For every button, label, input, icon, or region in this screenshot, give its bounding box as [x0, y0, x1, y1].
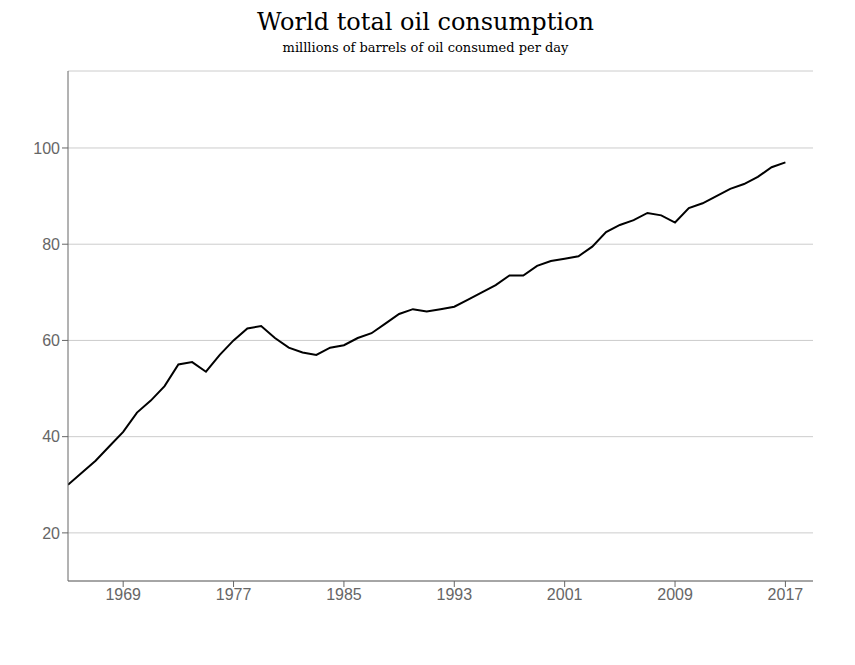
svg-text:2001: 2001: [547, 586, 583, 603]
svg-text:60: 60: [42, 332, 60, 349]
svg-text:1993: 1993: [436, 586, 472, 603]
svg-text:100: 100: [33, 140, 60, 157]
html-text:World total oil consumption: World total oil consumption: [257, 8, 594, 36]
svg-text:2009: 2009: [657, 586, 693, 603]
svg-text:20: 20: [42, 525, 60, 542]
svg-text:1969: 1969: [105, 586, 141, 603]
svg-text:80: 80: [42, 236, 60, 253]
svg-text:2017: 2017: [768, 586, 804, 603]
svg-text:1977: 1977: [216, 586, 252, 603]
svg-text:40: 40: [42, 428, 60, 445]
svg-text:1985: 1985: [326, 586, 362, 603]
html-text:milllions of barrels of oil co: milllions of barrels of oil consumed per…: [282, 40, 569, 55]
